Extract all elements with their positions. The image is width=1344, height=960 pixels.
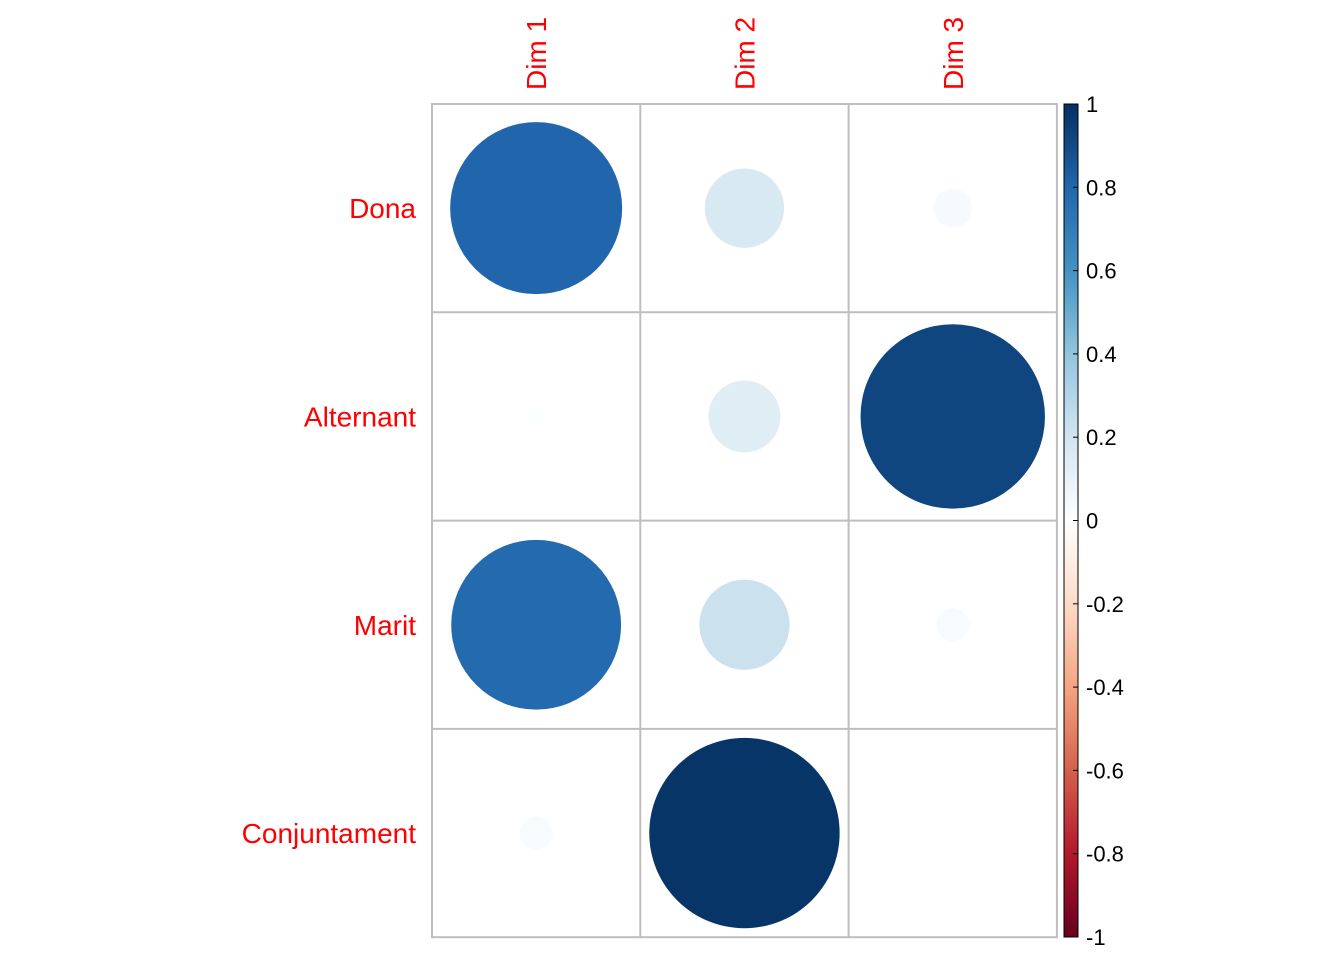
colorbar: 1 0.8 0.6 0.4 0.2 0 -0.2 -0.4 -0.6 -0.8 -1	[1063, 92, 1124, 950]
colorbar-tick-label: 0.4	[1086, 342, 1117, 367]
colorbar-tick-label: -0.2	[1086, 592, 1124, 617]
circle-conjuntament-dim-2	[649, 737, 840, 929]
row-label-marit: Marit	[354, 610, 416, 641]
column-labels: Dim 1 Dim 2 Dim 3	[521, 17, 969, 90]
colorbar-tick-label: 0	[1086, 509, 1098, 534]
row-labels: Dona Alternant Marit Conjuntament	[242, 193, 417, 849]
row-label-conjuntament: Conjuntament	[242, 818, 417, 849]
colorbar-tick-label: -0.6	[1086, 758, 1124, 783]
colorbar-tick-label: 1	[1086, 92, 1098, 117]
colorbar-tick-label: 0.8	[1086, 175, 1117, 200]
colorbar-tick-label: 0.2	[1086, 425, 1117, 450]
colorbar-tick-label: 0.6	[1086, 259, 1117, 284]
row-label-dona: Dona	[349, 193, 416, 224]
circle-alternant-dim-1	[526, 406, 546, 427]
circle-dona-dim-3	[933, 188, 972, 228]
colorbar-tick-label: -0.8	[1086, 842, 1124, 867]
circle-dona-dim-2	[704, 168, 785, 248]
circle-marit-dim-2	[699, 579, 790, 670]
circle-dona-dim-1	[450, 122, 623, 295]
colorbar-tick-label: -0.4	[1086, 675, 1124, 700]
column-label-dim-1: Dim 1	[521, 17, 552, 90]
column-label-dim-3: Dim 3	[938, 17, 969, 90]
circle-alternant-dim-3	[860, 324, 1045, 509]
circle-alternant-dim-2	[708, 380, 781, 453]
circle-marit-dim-3	[936, 608, 970, 642]
circle-marit-dim-1	[451, 539, 622, 710]
row-label-alternant: Alternant	[304, 401, 416, 432]
circle-conjuntament-dim-1	[519, 816, 553, 850]
column-label-dim-2: Dim 2	[729, 17, 760, 90]
colorbar-tick-label: -1	[1086, 925, 1106, 950]
plot-cells	[431, 103, 1058, 939]
